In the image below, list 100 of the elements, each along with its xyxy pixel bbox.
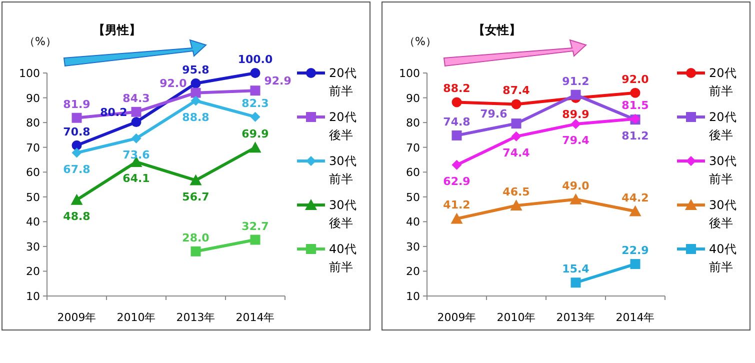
y-tick-label: 30 xyxy=(26,240,40,254)
data-label: 88.2 xyxy=(443,82,470,96)
point xyxy=(72,112,82,123)
chart-title: 【女性】 xyxy=(473,23,521,37)
point xyxy=(450,212,463,224)
point xyxy=(190,96,201,106)
y-tick-label: 80 xyxy=(26,116,40,130)
point xyxy=(131,117,142,128)
point xyxy=(250,68,260,78)
y-tick-label: 60 xyxy=(26,166,40,180)
y-tick-label: 60 xyxy=(406,166,420,180)
y-tick-label: 70 xyxy=(26,141,40,154)
data-label: 84.3 xyxy=(122,92,150,105)
point xyxy=(190,246,201,256)
data-label: 81.2 xyxy=(622,130,649,143)
point xyxy=(630,259,640,270)
x-tick-label: 2009年 xyxy=(57,311,96,324)
data-label: 70.8 xyxy=(63,125,90,138)
data-label: 28.0 xyxy=(182,231,210,244)
point xyxy=(511,118,522,129)
y-tick-label: 90 xyxy=(406,92,420,105)
legend-label: 30代前半 xyxy=(709,154,736,186)
y-tick-label: 20 xyxy=(406,265,420,278)
data-label: 48.8 xyxy=(63,210,90,223)
data-label: 41.2 xyxy=(443,198,470,212)
point xyxy=(72,148,82,158)
data-label: 81.9 xyxy=(63,98,90,111)
data-label: 67.8 xyxy=(63,162,90,176)
point xyxy=(131,133,142,144)
x-tick-label: 2014年 xyxy=(236,311,275,324)
data-label: 95.8 xyxy=(182,63,210,76)
legend-label: 40代前半 xyxy=(329,242,356,274)
x-tick-label: 2010年 xyxy=(116,311,156,324)
data-label: 81.5 xyxy=(622,98,649,112)
y-tick-label: 90 xyxy=(26,92,40,105)
data-label: 64.1 xyxy=(122,172,150,185)
data-label: 92.9 xyxy=(264,74,292,88)
point xyxy=(250,112,260,122)
point xyxy=(190,78,201,88)
point xyxy=(630,88,640,98)
data-label: 62.9 xyxy=(443,174,470,188)
data-label: 74.8 xyxy=(443,115,470,128)
data-label: 100.0 xyxy=(238,53,273,66)
point xyxy=(249,142,262,153)
data-label: 44.2 xyxy=(622,191,649,204)
y-tick-label: 50 xyxy=(26,190,40,204)
point xyxy=(452,160,462,170)
data-label: 79.6 xyxy=(480,108,508,121)
point xyxy=(250,86,260,96)
point xyxy=(511,131,522,142)
point xyxy=(570,193,582,204)
y-tick-label: 40 xyxy=(26,216,40,229)
point xyxy=(190,174,202,186)
y-tick-label: 10 xyxy=(406,290,420,303)
point xyxy=(510,200,522,211)
point xyxy=(511,99,522,110)
data-label: 91.2 xyxy=(562,74,590,88)
data-label: 79.4 xyxy=(562,134,590,148)
data-label: 69.9 xyxy=(242,128,269,141)
x-tick-label: 2010年 xyxy=(496,311,536,324)
data-label: 92.0 xyxy=(622,72,650,86)
point xyxy=(70,194,83,205)
y-tick-label: 80 xyxy=(406,116,420,130)
legend-label: 20代後半 xyxy=(329,110,356,142)
point xyxy=(570,119,581,130)
data-label: 82.3 xyxy=(242,96,269,110)
y-tick-label: 100 xyxy=(399,67,420,80)
point xyxy=(190,88,201,98)
y-tick-label: 20 xyxy=(26,265,40,278)
y-tick-label: 70 xyxy=(406,141,420,154)
data-label: 73.6 xyxy=(122,148,150,162)
point xyxy=(250,234,260,245)
point xyxy=(72,140,82,150)
data-label: 49.0 xyxy=(562,179,590,192)
data-label: 46.5 xyxy=(502,186,530,199)
point xyxy=(452,130,462,140)
x-tick-label: 2009年 xyxy=(437,311,476,324)
y-tick-label: 100 xyxy=(19,67,40,80)
point xyxy=(452,97,462,108)
data-label: 22.9 xyxy=(622,244,649,258)
data-label: 88.8 xyxy=(182,110,210,124)
data-label: 15.4 xyxy=(562,262,590,276)
legend-label: 30代後半 xyxy=(709,198,736,230)
y-tick-label: 50 xyxy=(406,190,420,204)
point xyxy=(629,205,642,216)
data-label: 89.9 xyxy=(562,108,590,122)
x-tick-label: 2013年 xyxy=(176,311,216,324)
data-label: 92.0 xyxy=(160,76,188,90)
legend-label: 20代後半 xyxy=(709,110,736,142)
legend-label: 20代前半 xyxy=(329,66,356,98)
chart-title: 【男性】 xyxy=(93,23,141,37)
data-label: 74.4 xyxy=(502,146,530,160)
point xyxy=(570,90,581,100)
legend-label: 30代前半 xyxy=(329,154,356,186)
legend-label: 40代前半 xyxy=(709,242,736,274)
point xyxy=(131,106,142,117)
legend-label: 20代前半 xyxy=(709,66,736,98)
data-label: 87.4 xyxy=(502,84,530,98)
y-tick-label: 30 xyxy=(406,240,420,254)
y-axis-title: （%） xyxy=(404,35,436,48)
